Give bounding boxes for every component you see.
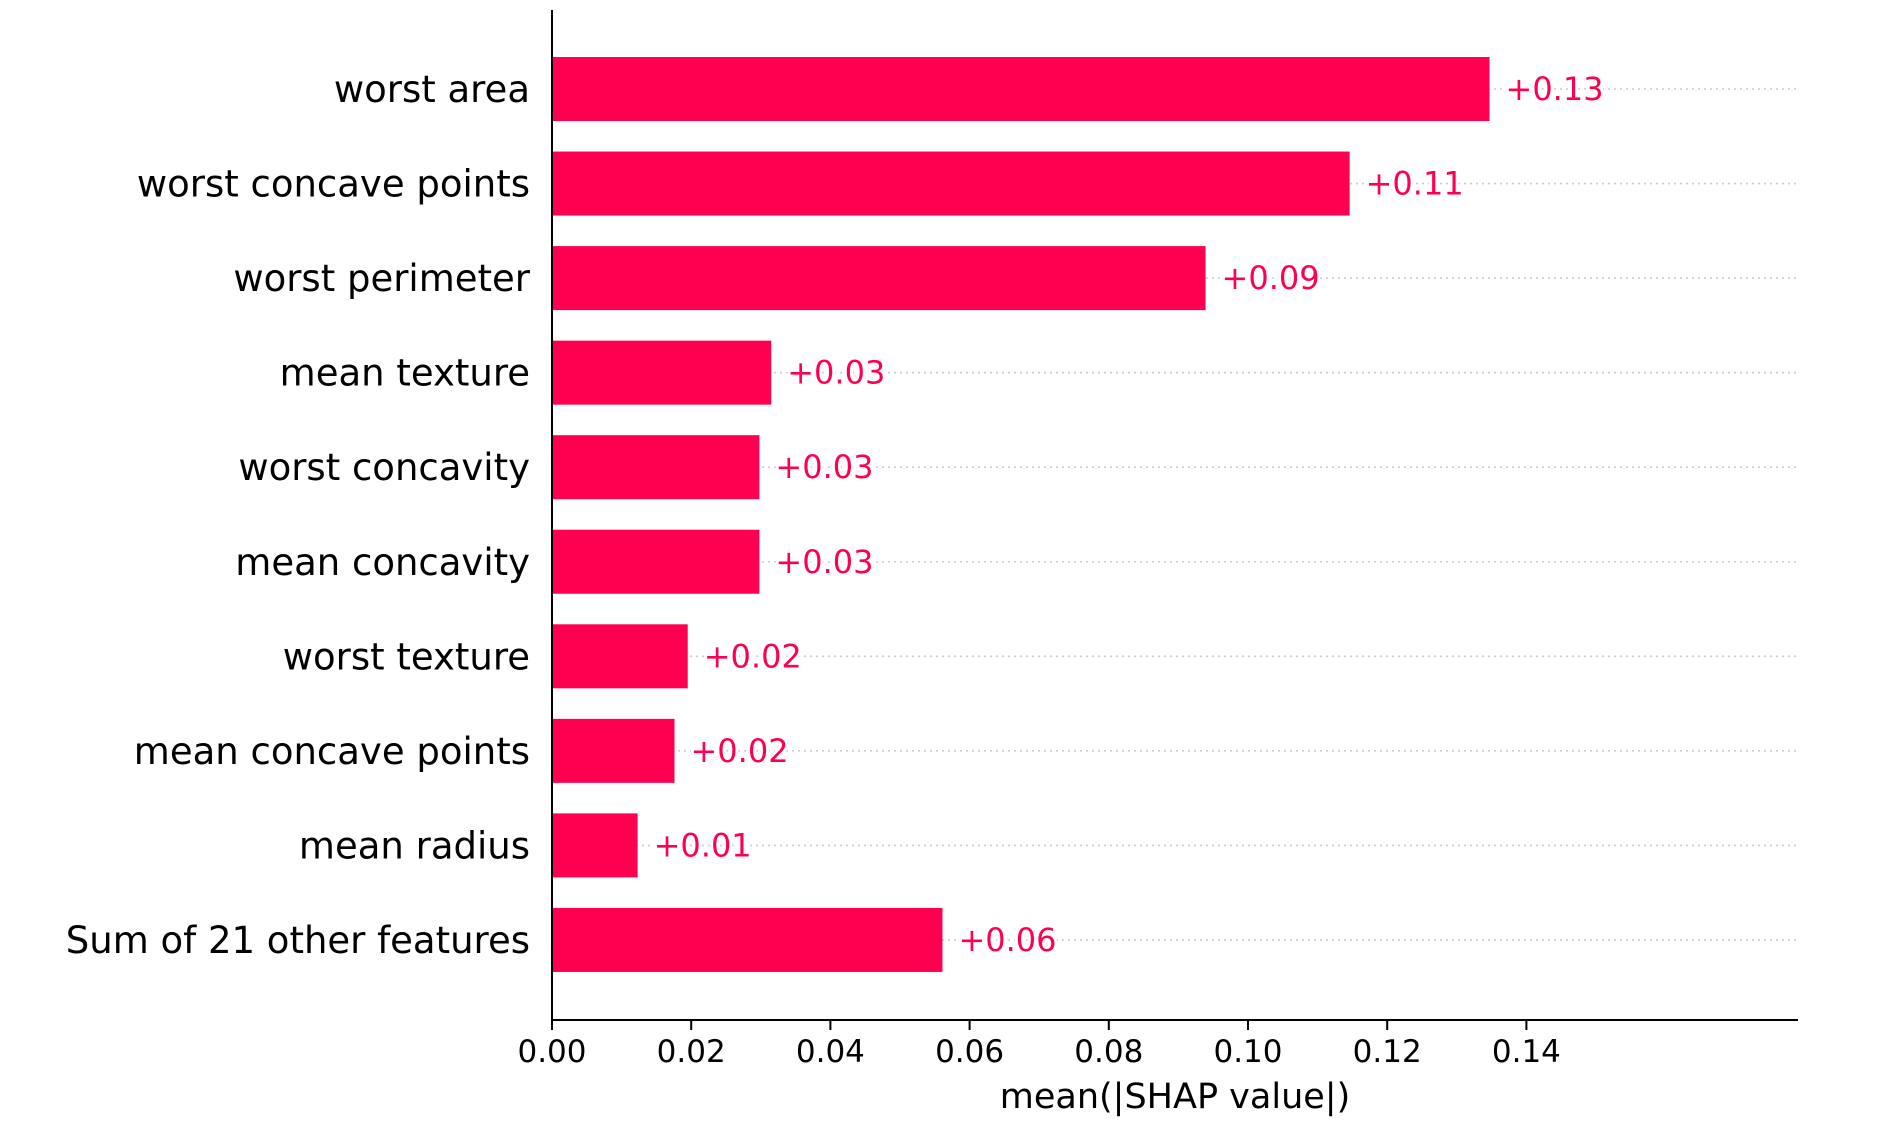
feature-label: mean concavity	[235, 541, 530, 584]
bar	[552, 624, 688, 689]
x-axis-title: mean(|SHAP value|)	[1000, 1077, 1350, 1117]
row-guide-lines	[552, 88, 1796, 941]
feature-label: worst perimeter	[233, 257, 530, 300]
feature-label: Sum of 21 other features	[66, 919, 530, 962]
feature-label: mean radius	[299, 824, 530, 867]
value-label: +0.02	[704, 637, 802, 675]
feature-label: worst concavity	[238, 446, 530, 489]
feature-label: worst texture	[283, 635, 530, 678]
x-tick-label: 0.12	[1353, 1034, 1422, 1070]
x-ticks: 0.00 0.02 0.04 0.06 0.08 0.10 0.12 0.14	[517, 1020, 1561, 1070]
bar	[552, 246, 1206, 311]
feature-labels: worst area worst concave points worst peri…	[66, 68, 531, 962]
x-tick-label: 0.14	[1492, 1034, 1561, 1070]
value-label: +0.09	[1222, 259, 1320, 297]
x-tick-label: 0.10	[1213, 1034, 1282, 1070]
bar	[552, 435, 760, 500]
value-label: +0.03	[775, 543, 873, 581]
value-label: +0.01	[654, 826, 752, 864]
feature-label: mean concave points	[134, 730, 530, 773]
bar	[552, 151, 1350, 216]
value-label: +0.11	[1366, 165, 1464, 203]
feature-label: worst area	[334, 68, 530, 111]
x-tick-label: 0.06	[935, 1034, 1004, 1070]
x-tick-label: 0.04	[796, 1034, 865, 1070]
bar	[552, 340, 772, 405]
value-labels: +0.13 +0.11 +0.09 +0.03 +0.03 +0.03 +0.02 +0.02…	[651, 67, 1607, 962]
bar	[552, 907, 943, 972]
x-tick-label: 0.00	[517, 1034, 586, 1070]
value-label: +0.03	[787, 354, 885, 392]
bar	[552, 529, 760, 594]
x-tick-label: 0.08	[1074, 1034, 1143, 1070]
feature-label: mean texture	[280, 352, 530, 395]
x-tick-label: 0.02	[657, 1034, 726, 1070]
value-label: +0.06	[958, 921, 1056, 959]
feature-label: worst concave points	[137, 163, 530, 206]
value-label: +0.13	[1506, 70, 1604, 108]
bar	[552, 718, 675, 783]
bar	[552, 813, 638, 878]
bar	[552, 57, 1490, 121]
value-label: +0.03	[775, 448, 873, 486]
value-label: +0.02	[690, 732, 788, 770]
bars	[552, 57, 1490, 972]
